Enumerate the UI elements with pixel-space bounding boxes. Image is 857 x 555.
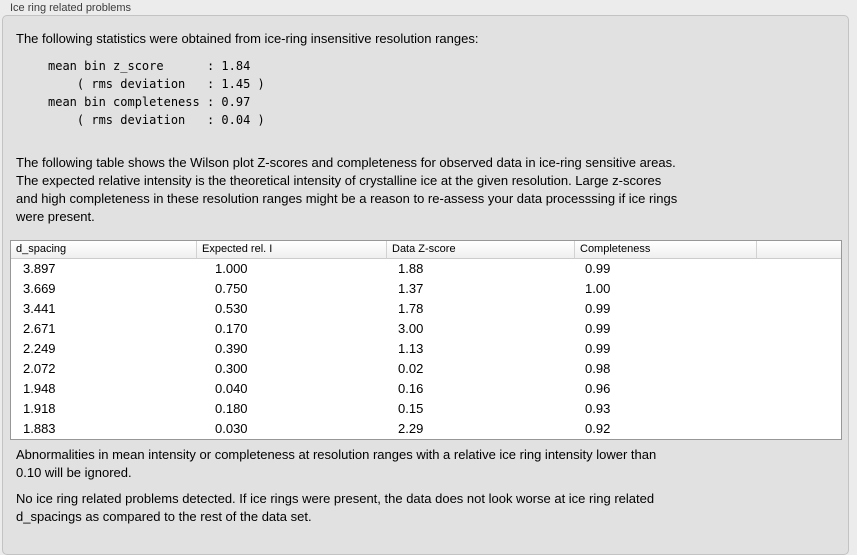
cell-expected-rel-i: 0.750 bbox=[215, 281, 248, 296]
table-row[interactable]: 2.249 0.390 1.13 0.99 bbox=[11, 339, 841, 359]
cell-d-spacing: 1.948 bbox=[23, 381, 56, 396]
stats-values-block: mean bin z_score : 1.84 ( rms deviation … bbox=[48, 59, 265, 127]
table-row[interactable]: 1.918 0.180 0.15 0.93 bbox=[11, 399, 841, 419]
cell-d-spacing: 3.669 bbox=[23, 281, 56, 296]
stats-intro-text: The following statistics were obtained f… bbox=[16, 31, 479, 46]
cell-data-z-score: 1.78 bbox=[398, 301, 424, 316]
cell-d-spacing: 2.671 bbox=[23, 321, 56, 336]
ice-ring-table: d_spacing Expected rel. I Data Z-score C… bbox=[10, 240, 842, 440]
table-row[interactable]: 3.669 0.750 1.37 1.00 bbox=[11, 279, 841, 299]
cell-expected-rel-i: 0.530 bbox=[215, 301, 248, 316]
table-row[interactable]: 3.897 1.000 1.88 0.99 bbox=[11, 259, 841, 279]
column-header-completeness: Completeness bbox=[574, 241, 756, 258]
cell-d-spacing: 2.072 bbox=[23, 361, 56, 376]
cell-d-spacing: 1.918 bbox=[23, 401, 56, 416]
cell-expected-rel-i: 0.180 bbox=[215, 401, 248, 416]
cell-expected-rel-i: 0.040 bbox=[215, 381, 248, 396]
cell-expected-rel-i: 0.300 bbox=[215, 361, 248, 376]
table-row[interactable]: 1.883 0.030 2.29 0.92 bbox=[11, 419, 841, 439]
cell-data-z-score: 1.37 bbox=[398, 281, 424, 296]
cell-data-z-score: 0.16 bbox=[398, 381, 424, 396]
panel-title: Ice ring related problems bbox=[10, 2, 132, 14]
cell-data-z-score: 0.15 bbox=[398, 401, 424, 416]
cell-completeness: 0.99 bbox=[585, 341, 611, 356]
cell-completeness: 0.96 bbox=[585, 381, 611, 396]
cell-data-z-score: 3.00 bbox=[398, 321, 424, 336]
column-header-d-spacing: d_spacing bbox=[16, 243, 67, 255]
table-row[interactable]: 2.072 0.300 0.02 0.98 bbox=[11, 359, 841, 379]
cell-expected-rel-i: 0.390 bbox=[215, 341, 248, 356]
cell-completeness: 0.93 bbox=[585, 401, 611, 416]
column-header-expected-rel-i: Expected rel. I bbox=[196, 241, 386, 258]
table-header: d_spacing Expected rel. I Data Z-score C… bbox=[11, 241, 841, 259]
cell-data-z-score: 2.29 bbox=[398, 421, 424, 436]
cell-completeness: 0.99 bbox=[585, 321, 611, 336]
column-header-filler bbox=[756, 241, 841, 258]
cell-completeness: 0.92 bbox=[585, 421, 611, 436]
table-row[interactable]: 2.671 0.170 3.00 0.99 bbox=[11, 319, 841, 339]
cell-d-spacing: 1.883 bbox=[23, 421, 56, 436]
cell-completeness: 0.99 bbox=[585, 261, 611, 276]
column-header-data-z-score: Data Z-score bbox=[386, 241, 574, 258]
cell-completeness: 1.00 bbox=[585, 281, 611, 296]
cell-d-spacing: 2.249 bbox=[23, 341, 56, 356]
cell-data-z-score: 1.88 bbox=[398, 261, 424, 276]
conclusion-text: No ice ring related problems detected. I… bbox=[16, 491, 655, 524]
cell-data-z-score: 0.02 bbox=[398, 361, 424, 376]
ignore-note-text: Abnormalities in mean intensity or compl… bbox=[16, 447, 657, 480]
cell-d-spacing: 3.897 bbox=[23, 261, 56, 276]
cell-expected-rel-i: 0.030 bbox=[215, 421, 248, 436]
table-intro-text: The following table shows the Wilson plo… bbox=[16, 155, 678, 224]
table-row[interactable]: 1.948 0.040 0.16 0.96 bbox=[11, 379, 841, 399]
cell-d-spacing: 3.441 bbox=[23, 301, 56, 316]
cell-expected-rel-i: 1.000 bbox=[215, 261, 248, 276]
table-row[interactable]: 3.441 0.530 1.78 0.99 bbox=[11, 299, 841, 319]
cell-completeness: 0.99 bbox=[585, 301, 611, 316]
cell-expected-rel-i: 0.170 bbox=[215, 321, 248, 336]
cell-data-z-score: 1.13 bbox=[398, 341, 424, 356]
cell-completeness: 0.98 bbox=[585, 361, 611, 376]
